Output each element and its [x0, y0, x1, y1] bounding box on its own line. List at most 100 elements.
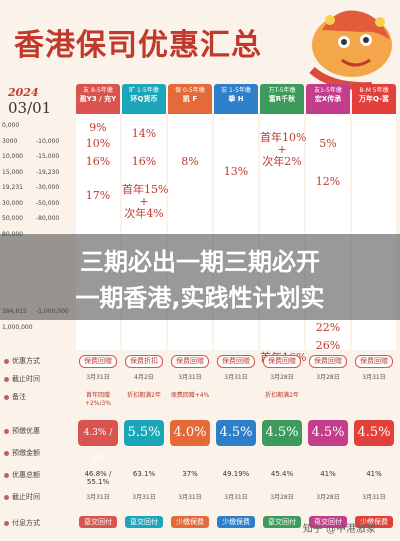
- column-header-5: 万T-5年缴 富R千秋: [260, 84, 304, 112]
- tier-low: 30,000: [2, 199, 23, 207]
- pay-method-badge: 趸交回付: [79, 516, 117, 528]
- rate-cell: 5%: [319, 137, 337, 150]
- rate-cell: 26%: [315, 339, 341, 352]
- row-label-text: 截止时间: [12, 375, 40, 383]
- premium-tier-row: 50,000 -80,000: [2, 215, 72, 222]
- pay-method-badge: 少缴保费: [217, 516, 255, 528]
- column-plan-term: 友1-5年缴: [314, 87, 342, 94]
- rate-cell: 首年15% + 次年4%: [122, 183, 169, 220]
- overlay-line-1: 三期必出一期三期必开: [80, 248, 320, 276]
- prepay-rate-badge: 4.0%: [170, 420, 210, 446]
- offer-type-badge: 保费回赠: [263, 355, 301, 368]
- bullet-icon: [4, 520, 9, 526]
- rate-cell: 17%: [85, 189, 111, 202]
- bullet-icon: [4, 472, 9, 478]
- date-year: 2024: [8, 86, 39, 99]
- deadline2-text: 3月31日: [178, 494, 202, 501]
- note-text: 折扣期满2年: [265, 392, 299, 399]
- prepay-rate-badge: 4.5%: [308, 420, 348, 446]
- rate-cell: 10%: [85, 137, 111, 150]
- rate-cell: 12%: [315, 175, 341, 188]
- deadline-text: 3月28日: [270, 374, 294, 381]
- tier-high: -10,000: [36, 137, 60, 145]
- note-text: 首年回赠+2%/3%: [84, 392, 112, 407]
- premium-tier-row: 19,231 -30,000: [2, 184, 72, 191]
- bullet-icon: [4, 376, 9, 382]
- tier-low: 10,000: [2, 153, 23, 160]
- watermark-text: 知乎 @中港激蒙: [302, 524, 376, 535]
- offer-type-badge: 保费回赠: [309, 355, 347, 368]
- prepay-rate-badge: 4.5%: [262, 420, 302, 446]
- row-label: 备注: [4, 392, 26, 402]
- column-header-7: B-M 5年缴 万年Q-富: [352, 84, 396, 112]
- row-label-text: 优惠总额: [12, 471, 40, 479]
- row-label-text: 备注: [12, 393, 26, 401]
- rate-cell: 14%: [131, 127, 157, 140]
- note-text: 折扣期满2年: [127, 392, 161, 399]
- row-label: 优惠总额: [4, 470, 40, 480]
- row-label: 截止时间: [4, 492, 40, 502]
- date-month-day: 03/01: [8, 99, 52, 117]
- deadline-text: 3月31日: [362, 374, 386, 381]
- column-plan-name: 万年Q-富: [359, 95, 389, 103]
- pay-method-badge: 趸交回付: [309, 516, 347, 528]
- total-discount-text: 63.1%: [132, 470, 156, 478]
- row-label: 预缴金额: [4, 448, 40, 458]
- overlay-banner: 三期必出一期三期必开 一期香港,实践性计划实: [0, 234, 400, 320]
- offer-type-badge: 保费回赠: [79, 355, 117, 368]
- row-label: 付息方式: [4, 518, 40, 528]
- premium-tier-row: 15,000 -19,230: [2, 169, 72, 176]
- row-label-text: 预缴优惠: [12, 427, 40, 435]
- column-plan-name: 盈Y3 / 充Y: [79, 95, 117, 103]
- note-text: 保费回赠+4%: [170, 392, 210, 399]
- pay-method-badge: 趸交回付: [263, 516, 301, 528]
- tier-high: -80,000: [36, 215, 60, 222]
- column-plan-name: 富R千秋: [268, 95, 296, 103]
- total-discount-text: 37%: [182, 470, 198, 478]
- total-discount-text: 46.8% / 55.1%: [84, 470, 112, 486]
- premium-tier-row: 30,000 -50,000: [2, 200, 72, 207]
- rate-cell: 16%: [85, 155, 111, 168]
- offer-type-badge: 保费回赠: [217, 355, 255, 368]
- rate-cell: 22%: [315, 321, 341, 334]
- deadline2-text: 3月31日: [132, 494, 156, 501]
- premium-tier-row: 1,000,000: [2, 324, 72, 331]
- deadline-text: 3月31日: [178, 374, 202, 381]
- row-label: 优惠方式: [4, 356, 40, 366]
- rate-cell: 8%: [181, 155, 199, 168]
- column-plan-term: 旷 1-5年缴: [129, 87, 159, 94]
- total-discount-text: 41%: [366, 470, 382, 478]
- date-stamp: 2024 03/01: [8, 86, 68, 120]
- tier-low: 19,231: [2, 184, 23, 191]
- tier-high: -30,000: [36, 184, 60, 191]
- offer-type-badge: 保费回赠: [171, 355, 209, 368]
- pay-method-badge: 少缴保费: [171, 516, 209, 528]
- column-header-3: 保 0-5年缴凯 F: [168, 84, 212, 112]
- column-plan-term: 宏 1-5年缴: [221, 87, 251, 94]
- offer-type-badge: 保费回赠: [355, 355, 393, 368]
- column-header-4: 宏 1-5年缴挚 H: [214, 84, 258, 112]
- row-label: 截止时间: [4, 374, 40, 384]
- row-label-text: 截止时间: [12, 493, 40, 501]
- bullet-icon: [4, 358, 9, 364]
- total-discount-text: 45.4%: [270, 470, 294, 478]
- tier-low: 50,000: [2, 215, 23, 222]
- bullet-icon: [4, 450, 9, 456]
- deadline2-text: 3月28日: [270, 494, 294, 501]
- deadline2-text: 3月28日: [316, 494, 340, 501]
- total-discount-text: 49.19%: [222, 470, 250, 478]
- column-header-1: 友 8-5年缴 盈Y3 / 充Y: [76, 84, 120, 112]
- deadline2-text: 3月31日: [224, 494, 248, 501]
- bullet-icon: [4, 394, 9, 400]
- column-header-6: 友1-5年缴 宏X传承: [306, 84, 350, 112]
- prepay-rate-badge: 4.5%: [216, 420, 256, 446]
- bullet-icon: [4, 428, 9, 434]
- tier-low: 0,000: [2, 122, 20, 129]
- premium-tier-row: 0,000: [2, 122, 72, 129]
- deadline2-text: 3月31日: [86, 494, 110, 501]
- prepay-rate-badge: 5.5%: [124, 420, 164, 446]
- tier-low: 3000: [2, 137, 18, 145]
- row-label-text: 优惠方式: [12, 357, 40, 365]
- tier-low: 15,000: [2, 168, 23, 176]
- column-plan-name: 宏X传承: [314, 95, 342, 103]
